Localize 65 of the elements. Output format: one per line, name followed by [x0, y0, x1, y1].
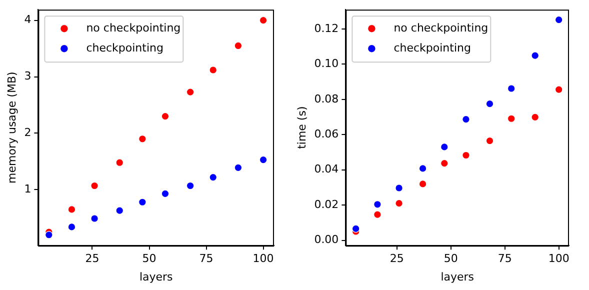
point — [531, 52, 539, 60]
point — [462, 115, 470, 124]
point — [68, 206, 76, 214]
x-axis-title: layers — [440, 270, 474, 284]
point — [90, 214, 98, 222]
x-tick-label: 75 — [498, 252, 512, 266]
point — [186, 182, 194, 190]
legend-label: checkpointing — [86, 41, 164, 54]
point — [374, 200, 382, 208]
y-tick-label: 0.04 — [314, 162, 339, 176]
y-tick-label: 0.06 — [314, 128, 339, 141]
point — [395, 184, 403, 192]
point — [138, 134, 146, 143]
point — [486, 100, 494, 108]
y-tick-label: 1 — [24, 182, 32, 196]
y-tick-label: 3 — [24, 70, 32, 83]
point — [440, 143, 448, 151]
y-tick-label: 0.00 — [314, 233, 339, 246]
point — [161, 190, 170, 198]
point — [418, 180, 427, 188]
point — [209, 173, 218, 182]
x-tick-label: 75 — [199, 252, 214, 266]
point — [395, 199, 403, 208]
point — [259, 156, 268, 164]
x-tick-label: 100 — [252, 252, 274, 266]
legend-label: checkpointing — [394, 41, 471, 54]
x-tick-label: 50 — [444, 252, 458, 266]
y-tick-label: 0.10 — [314, 57, 339, 70]
x-tick-label: 50 — [142, 252, 156, 266]
point — [486, 136, 494, 145]
point — [462, 151, 470, 160]
point — [116, 158, 124, 167]
x-axis-title: layers — [139, 270, 174, 284]
y-axis-title: time (s) — [295, 106, 308, 149]
point — [138, 198, 146, 206]
x-tick-label: 25 — [390, 252, 404, 266]
point — [45, 230, 53, 239]
y-tick-label: 0.02 — [314, 198, 339, 211]
point — [90, 182, 98, 190]
point — [418, 164, 427, 172]
point — [352, 224, 360, 233]
point — [68, 223, 76, 231]
point — [186, 88, 194, 96]
x-tick-label: 100 — [548, 252, 570, 266]
point — [531, 113, 539, 122]
y-axis-title: memory usage (MB) — [5, 72, 18, 184]
point — [259, 16, 268, 24]
y-tick-label: 0.08 — [314, 92, 339, 106]
point — [507, 114, 516, 123]
point — [161, 112, 170, 120]
y-tick-label: 2 — [24, 126, 32, 140]
point — [209, 66, 218, 74]
legend-label: no checkpointing — [394, 21, 488, 34]
x-tick-label: 25 — [85, 252, 100, 266]
point — [234, 42, 242, 50]
point — [234, 164, 242, 172]
point — [507, 84, 516, 92]
point — [554, 16, 563, 24]
y-tick-label: 0.12 — [314, 22, 339, 35]
point — [116, 206, 124, 214]
y-tick-label: 4 — [24, 13, 32, 26]
point — [374, 210, 382, 219]
point — [440, 159, 448, 168]
legend-label: no checkpointing — [86, 21, 181, 34]
point — [554, 86, 563, 94]
